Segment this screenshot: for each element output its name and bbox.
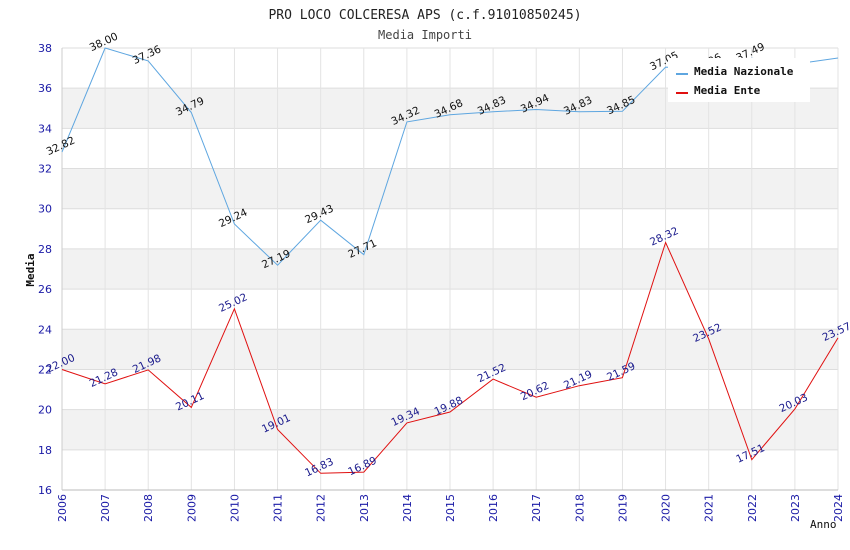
x-tick-label: 2015	[444, 494, 457, 522]
x-tick-label: 2008	[142, 494, 155, 522]
x-tick-label: 2016	[487, 494, 500, 522]
x-tick-label: 2010	[228, 494, 241, 522]
x-tick-label: 2021	[703, 494, 716, 522]
y-tick-label: 18	[38, 444, 52, 457]
x-tick-label: 2023	[789, 494, 802, 522]
legend-label-nazionale: Media Nazionale	[694, 65, 794, 78]
chart-subtitle: Media Importi	[378, 28, 472, 42]
y-tick-label: 22	[38, 363, 52, 376]
data-label: 21.19	[562, 368, 594, 392]
x-tick-label: 2006	[56, 494, 69, 522]
y-tick-label: 36	[38, 82, 52, 95]
x-tick-label: 2019	[616, 494, 629, 522]
x-tick-label: 2011	[272, 494, 285, 522]
x-tick-label: 2014	[401, 494, 414, 522]
x-tick-label: 2018	[573, 494, 586, 522]
x-axis-label: Anno	[810, 518, 837, 531]
data-label: 22.00	[45, 352, 77, 376]
y-tick-label: 32	[38, 163, 52, 176]
y-tick-label: 30	[38, 203, 52, 216]
x-tick-label: 2007	[99, 494, 112, 522]
x-tick-label: 2022	[746, 494, 759, 522]
legend-box	[668, 58, 810, 102]
y-tick-label: 24	[38, 323, 52, 336]
x-tick-label: 2017	[530, 494, 543, 522]
y-tick-label: 34	[38, 122, 52, 135]
legend: Media Nazionale Media Ente	[668, 58, 810, 102]
x-tick-label: 2009	[185, 494, 198, 522]
y-tick-label: 38	[38, 42, 52, 55]
data-label: 29.24	[217, 206, 250, 230]
x-tick-label: 2020	[660, 494, 673, 522]
x-tick-label: 2012	[315, 494, 328, 522]
data-label: 16.83	[303, 456, 335, 480]
x-tick-label: 2013	[358, 494, 371, 522]
series-line-ente	[61, 241, 839, 474]
x-tick-label: 2024	[832, 494, 845, 522]
chart-title: PRO LOCO COLCERESA APS (c.f.91010850245)	[268, 8, 581, 23]
data-label: 16.89	[346, 455, 378, 479]
data-label: 37.36	[131, 43, 164, 67]
y-tick-label: 20	[38, 404, 52, 417]
data-label: 32.82	[45, 135, 77, 159]
legend-label-ente: Media Ente	[694, 84, 761, 97]
grid-lines	[61, 47, 839, 491]
y-axis-label: Media	[24, 253, 37, 286]
x-axis-ticks: 2006 2007 2008 2009 2010 2011 2012 2013 2014 2015…	[56, 494, 845, 522]
y-axis-ticks: 16 18 20 22 24 26 28 30 32 34 36 38	[38, 42, 52, 497]
y-tick-label: 28	[38, 243, 52, 256]
y-tick-label: 16	[38, 484, 52, 497]
y-tick-label: 26	[38, 283, 52, 296]
data-label: 20.62	[519, 380, 551, 404]
